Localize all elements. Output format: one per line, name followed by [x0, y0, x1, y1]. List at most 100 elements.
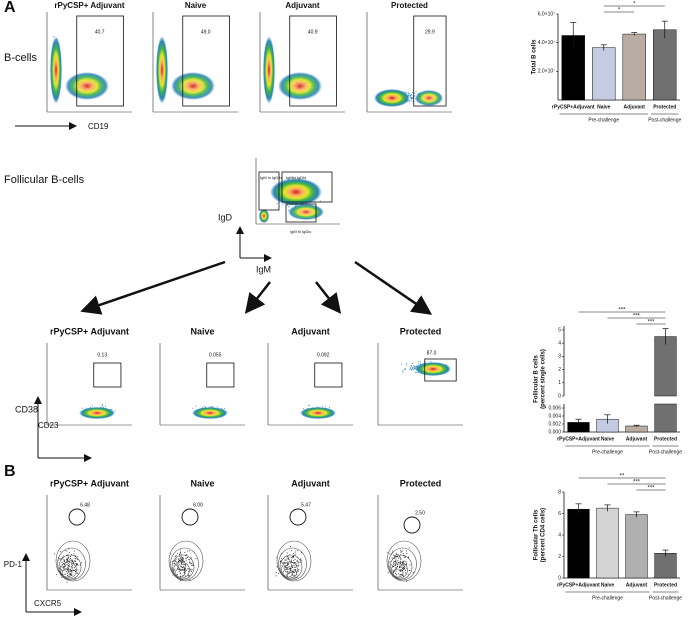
event-dot: [189, 562, 191, 564]
event-dot: [399, 557, 401, 559]
significance-label: **: [620, 474, 625, 480]
event-dot: [396, 566, 398, 568]
event-dot: [285, 559, 287, 561]
y-tick-label: 8: [558, 489, 561, 495]
event-dot: [177, 558, 179, 560]
event-dot: [190, 569, 192, 571]
event-dot: [395, 559, 397, 561]
event-dot: [284, 559, 286, 561]
significance-label: ***: [618, 308, 626, 314]
density-blob: [270, 178, 322, 206]
event-dot: [290, 559, 292, 561]
y-tick-label: 3: [558, 354, 561, 360]
event-dot: [183, 560, 185, 562]
event-dot: [64, 560, 66, 562]
event-dot: [293, 571, 295, 573]
plot-title: Adjuvant: [285, 1, 320, 10]
event-dot: [284, 570, 286, 572]
plot-title: Adjuvant: [291, 326, 330, 336]
event-dot: [191, 571, 193, 573]
event-dot: [292, 575, 294, 577]
event-dot: [401, 565, 403, 567]
event-dot: [276, 566, 278, 568]
event-dot: [170, 553, 172, 555]
axis-label: CXCR5: [34, 599, 62, 608]
gate-value: 0.092: [317, 352, 330, 358]
event-dot: [319, 200, 321, 202]
x-tick-label: Protected: [654, 582, 677, 588]
event-dot: [289, 206, 291, 208]
y-axis-label: Total B cells: [532, 39, 538, 75]
event-dot: [295, 569, 297, 571]
event-dot: [399, 565, 401, 567]
event-dot: [301, 560, 303, 562]
density-blob: [192, 407, 228, 419]
event-dot: [390, 564, 392, 566]
event-dot: [402, 567, 404, 569]
event-dot: [302, 407, 304, 409]
gate: [76, 15, 124, 107]
event-dot: [399, 549, 401, 551]
event-dot: [291, 573, 293, 575]
event-dot: [67, 569, 69, 571]
event-dot: [182, 565, 184, 567]
event-dot: [293, 566, 295, 568]
event-dot: [292, 555, 294, 557]
event-dot: [400, 560, 402, 562]
event-dot: [415, 371, 417, 373]
event-dot: [402, 550, 404, 552]
event-dot: [67, 556, 69, 558]
event-dot: [403, 556, 405, 558]
event-dot: [79, 564, 81, 566]
event-dot: [188, 562, 190, 564]
event-dot: [174, 561, 176, 563]
event-dot: [411, 369, 413, 371]
gate-value: 40.7: [95, 29, 105, 35]
event-dot: [191, 563, 193, 565]
event-dot: [398, 556, 400, 558]
event-dot: [64, 566, 66, 568]
event-dot: [191, 564, 193, 566]
event-dot: [171, 560, 173, 562]
event-dot: [409, 92, 411, 94]
event-dot: [398, 570, 400, 572]
contour: [392, 568, 404, 578]
event-dot: [68, 564, 70, 566]
density-blob: [171, 72, 215, 100]
event-dot: [189, 568, 191, 570]
event-dot: [70, 568, 72, 570]
event-dot: [290, 562, 292, 564]
event-dot: [71, 560, 73, 562]
y-axis-sublabel: (percent CD4 cells): [541, 508, 547, 562]
bar: [622, 33, 646, 101]
event-dot: [74, 570, 76, 572]
event-dot: [60, 558, 62, 560]
event-dot: [407, 573, 409, 575]
gate: [413, 15, 447, 107]
event-dot: [73, 561, 75, 563]
event-dot: [185, 560, 187, 562]
contour: [170, 547, 199, 581]
x-tick-label: rPyCSP+Adjuvant: [557, 582, 600, 588]
event-dot: [212, 406, 214, 408]
event-dot: [287, 558, 289, 560]
event-dot: [295, 551, 297, 553]
event-dot: [178, 553, 180, 555]
significance-label: *: [633, 2, 636, 8]
panel-label: B: [4, 463, 16, 480]
y-tick-label: 2.0×10⁷: [538, 69, 555, 75]
event-dot: [397, 560, 399, 562]
gate: [258, 171, 280, 211]
event-dot: [410, 99, 412, 101]
event-dot: [174, 568, 176, 570]
event-dot: [414, 92, 416, 94]
event-dot: [392, 562, 394, 564]
event-dot: [56, 574, 58, 576]
event-dot: [195, 405, 197, 407]
event-dot: [287, 564, 289, 566]
event-dot: [399, 574, 401, 576]
event-dot: [300, 558, 302, 560]
event-dot: [181, 566, 183, 568]
plot-title: Naive: [190, 326, 214, 336]
